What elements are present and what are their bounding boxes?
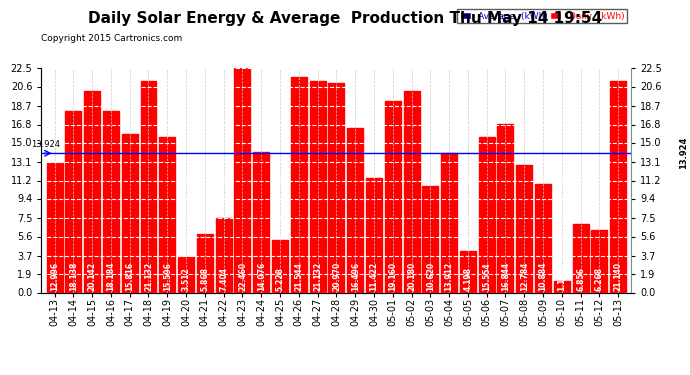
Bar: [497, 124, 513, 292]
Text: 12.784: 12.784: [520, 262, 529, 291]
Bar: [272, 240, 288, 292]
Bar: [290, 77, 307, 292]
Bar: [422, 186, 438, 292]
Bar: [197, 234, 213, 292]
Text: 16.496: 16.496: [351, 262, 359, 291]
Bar: [103, 111, 119, 292]
Text: 19.160: 19.160: [388, 262, 397, 291]
Bar: [310, 81, 326, 292]
Text: 21.132: 21.132: [313, 262, 322, 291]
Text: 5.228: 5.228: [275, 267, 284, 291]
Text: 4.198: 4.198: [464, 267, 473, 291]
Text: 3.512: 3.512: [181, 267, 190, 291]
Text: 16.844: 16.844: [501, 262, 510, 291]
Text: 21.140: 21.140: [613, 262, 622, 291]
Text: 1.120: 1.120: [558, 267, 566, 291]
Bar: [216, 219, 232, 292]
Bar: [141, 81, 157, 292]
Text: 15.596: 15.596: [163, 262, 172, 291]
Text: 13.924: 13.924: [30, 140, 59, 149]
Bar: [366, 178, 382, 292]
Text: 14.076: 14.076: [257, 262, 266, 291]
Text: 22.460: 22.460: [238, 262, 247, 291]
Bar: [385, 101, 401, 292]
Text: 10.620: 10.620: [426, 262, 435, 291]
Text: 18.184: 18.184: [106, 262, 115, 291]
Bar: [591, 230, 607, 292]
Bar: [404, 91, 420, 292]
Text: 18.138: 18.138: [69, 262, 78, 291]
Text: 21.132: 21.132: [144, 262, 153, 291]
Text: Daily Solar Energy & Average  Production Thu May 14 19:54: Daily Solar Energy & Average Production …: [88, 11, 602, 26]
Bar: [235, 68, 250, 292]
Text: 20.142: 20.142: [88, 262, 97, 291]
Text: 21.544: 21.544: [295, 262, 304, 291]
Bar: [535, 184, 551, 292]
Bar: [347, 128, 363, 292]
Bar: [479, 137, 495, 292]
Text: 15.816: 15.816: [125, 262, 134, 291]
Bar: [328, 83, 344, 292]
Text: 11.422: 11.422: [369, 262, 378, 291]
Bar: [610, 81, 627, 292]
Text: 20.180: 20.180: [407, 262, 416, 291]
Bar: [84, 91, 100, 292]
Legend: Average  (kWh), Daily  (kWh): Average (kWh), Daily (kWh): [457, 9, 627, 23]
Bar: [159, 136, 175, 292]
Bar: [554, 281, 570, 292]
Bar: [516, 165, 532, 292]
Text: 13.924: 13.924: [678, 137, 687, 170]
Bar: [46, 162, 63, 292]
Text: 5.868: 5.868: [200, 267, 209, 291]
Bar: [121, 134, 138, 292]
Text: 12.996: 12.996: [50, 262, 59, 291]
Bar: [66, 111, 81, 292]
Bar: [573, 224, 589, 292]
Text: 20.970: 20.970: [332, 262, 341, 291]
Bar: [178, 257, 194, 292]
Text: 10.884: 10.884: [539, 262, 548, 291]
Bar: [460, 251, 476, 292]
Text: 7.404: 7.404: [219, 267, 228, 291]
Bar: [253, 152, 269, 292]
Text: 15.554: 15.554: [482, 262, 491, 291]
Text: 6.268: 6.268: [595, 267, 604, 291]
Text: Copyright 2015 Cartronics.com: Copyright 2015 Cartronics.com: [41, 34, 183, 43]
Bar: [441, 153, 457, 292]
Text: 6.856: 6.856: [576, 267, 585, 291]
Text: 13.912: 13.912: [444, 262, 453, 291]
